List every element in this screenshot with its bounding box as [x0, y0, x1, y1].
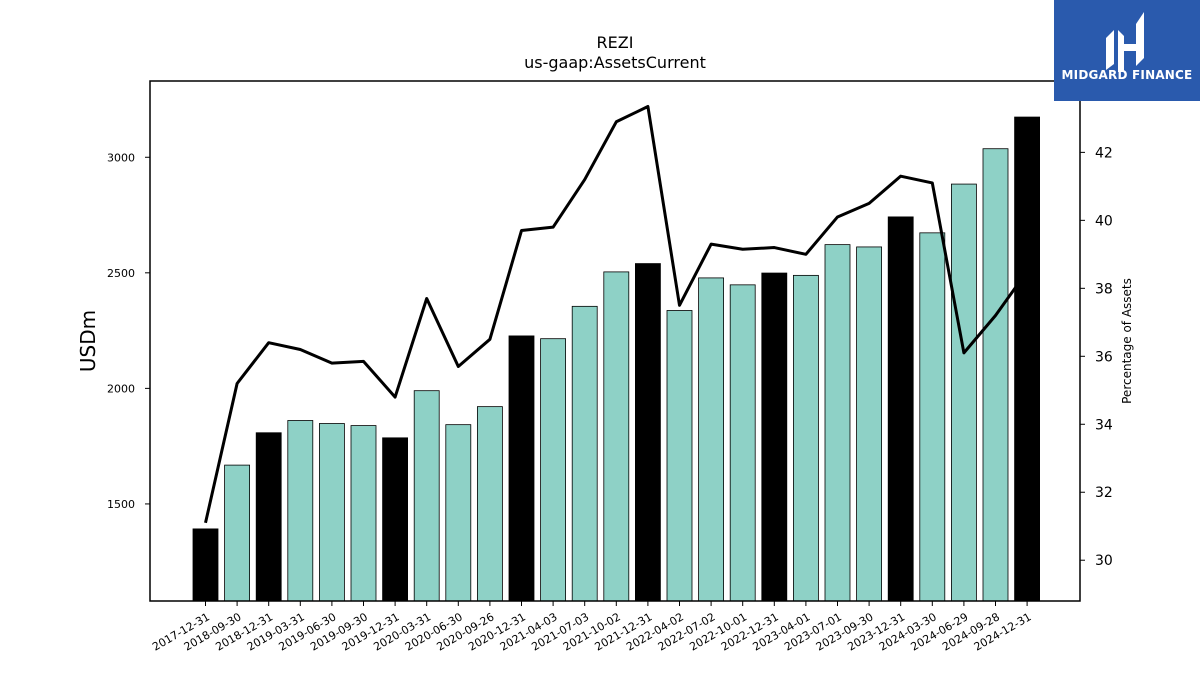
chart-subtitle: us-gaap:AssetsCurrent [524, 53, 706, 72]
y2-tick-label: 36 [1095, 349, 1113, 365]
y-axis-left: 1500 2000 2500 3000 [107, 151, 150, 511]
logo: MIDGARD FINANCE [1054, 0, 1200, 101]
bars-layer [192, 116, 1040, 602]
bar-2022-10-01 [729, 284, 756, 602]
bar-2017-12-31 [192, 528, 219, 602]
y2-tick-label: 40 [1095, 213, 1113, 229]
logo-mark-icon [1106, 12, 1144, 72]
y-tick-label: 2500 [107, 267, 135, 280]
bar-2018-09-30 [224, 464, 251, 602]
bar-2024-06-29 [951, 183, 977, 602]
y2-tick-label: 34 [1095, 417, 1113, 433]
chart-title: REZI [597, 33, 634, 52]
bar-2019-06-30 [318, 423, 345, 602]
bar-2020-09-26 [476, 406, 503, 602]
y2-tick-label: 30 [1095, 553, 1113, 569]
bar-2024-03-30 [919, 232, 946, 602]
bar-2019-12-31 [382, 437, 409, 602]
bar-2021-12-31 [635, 263, 661, 602]
y-tick-label: 2000 [107, 382, 135, 395]
y2-tick-label: 42 [1095, 145, 1113, 161]
y-tick-label: 1500 [107, 498, 135, 511]
bar-2023-07-01 [824, 244, 851, 602]
y-tick-label: 3000 [107, 151, 135, 164]
bar-2021-04-03 [540, 338, 566, 602]
bar-2019-03-31 [287, 420, 314, 602]
x-axis: 2017-12-312018-09-302018-12-312019-03-31… [150, 601, 1034, 654]
bar-2022-12-31 [761, 272, 788, 602]
y-axis-right: 30 32 34 36 38 40 42 [1080, 145, 1113, 569]
bar-2024-12-31 [1014, 116, 1040, 602]
y-axis-label: USDm [76, 310, 100, 372]
y2-axis-label: Percentage of Assets [1120, 278, 1134, 404]
bar-2024-09-28 [982, 148, 1009, 602]
bar-2021-10-02 [603, 271, 630, 602]
percentage-line [204, 104, 1029, 524]
y2-tick-label: 32 [1095, 485, 1113, 501]
bar-2023-12-31 [887, 216, 914, 602]
bar-2023-04-01 [793, 274, 819, 602]
plot-frame [149, 80, 1081, 602]
bar-2018-12-31 [255, 432, 282, 602]
bar-2023-09-30 [856, 246, 882, 602]
bar-2020-12-31 [508, 335, 535, 602]
bar-2019-09-30 [350, 425, 377, 602]
bar-2021-07-03 [571, 305, 598, 602]
bar-2020-03-31 [413, 390, 440, 602]
y2-tick-label: 38 [1095, 281, 1113, 297]
line-layer [204, 104, 1029, 524]
bar-2022-04-02 [666, 310, 693, 602]
bar-2020-06-30 [445, 424, 472, 602]
logo-text: MIDGARD FINANCE [1061, 68, 1193, 82]
bar-2022-07-02 [698, 277, 724, 602]
